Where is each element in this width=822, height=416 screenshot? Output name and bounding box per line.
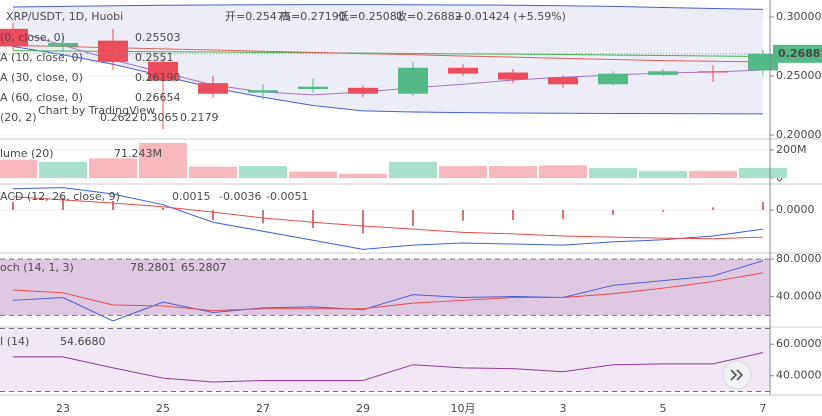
volume-bar — [39, 161, 87, 178]
candle-body — [248, 90, 278, 93]
y-tick-label: 0.0000 — [776, 203, 815, 216]
x-tick-label: 5 — [660, 402, 667, 415]
candle-body — [348, 87, 378, 94]
y-tick-label: 60.0000 — [776, 337, 822, 350]
y-tick-label: 0.20000 — [776, 128, 822, 141]
legend-value: 0.3065 — [140, 111, 179, 124]
volume-bar — [339, 173, 387, 178]
panel-label: och (14, 1, 3) — [0, 261, 74, 274]
y-tick-label: 0.25000 — [776, 69, 822, 82]
volume-bar — [589, 168, 637, 178]
indicator-line — [12, 260, 764, 322]
indicator-value: -0.0051 — [266, 190, 308, 203]
x-tick-label: 3 — [560, 402, 567, 415]
scroll-icon[interactable] — [730, 369, 744, 381]
candle-body — [0, 28, 28, 47]
ohlc-text: +0.01424 (+5.59%) — [455, 10, 566, 23]
band-fill — [0, 259, 770, 316]
overlay-line — [12, 4, 764, 10]
candle-body — [448, 67, 478, 74]
last-price-tag — [773, 44, 822, 63]
volume-bar — [739, 167, 787, 178]
indicator-line — [13, 352, 764, 383]
overlay-line — [12, 29, 764, 96]
chart-title: XRP/USDT, 1D, Huobi — [6, 10, 123, 23]
legend-label: A (30, close, 0) — [0, 71, 83, 84]
x-tick-label: 7 — [760, 402, 767, 415]
overlay-line — [12, 50, 764, 58]
volume-bar — [0, 159, 37, 178]
volume-bar — [139, 142, 187, 178]
candle-body — [598, 73, 628, 85]
x-tick-label: 23 — [56, 402, 70, 415]
candle-body — [698, 71, 728, 73]
candle-body — [198, 83, 228, 94]
last-price-label: 0.26882 — [778, 47, 822, 60]
candle-body — [548, 77, 578, 85]
candle-body — [398, 67, 428, 94]
volume-bar — [189, 166, 237, 178]
indicator-value: 78.2801 — [130, 261, 176, 274]
volume-bar — [639, 170, 687, 178]
y-tick-label: 40.0000 — [776, 290, 822, 303]
overlay-line — [12, 46, 764, 115]
volume-bar — [289, 171, 337, 178]
x-tick-label: 27 — [256, 402, 270, 415]
candle-body — [648, 71, 678, 75]
legend-value: 0.26190 — [135, 71, 181, 84]
legend-label: A (10, close, 0) — [0, 51, 83, 64]
ohlc-text: 低=0.25081 — [338, 10, 404, 23]
candle-body — [48, 42, 78, 47]
legend-value: 0.2179 — [180, 111, 219, 124]
panel-label: lume (20) — [0, 147, 54, 160]
volume-bar — [689, 170, 737, 178]
y-tick-label: 40.0000 — [776, 369, 822, 382]
legend-label: (20, 2) — [0, 111, 37, 124]
y-tick-label: 200M — [776, 143, 807, 156]
panel-label: ACD (12, 26, close, 9) — [0, 190, 120, 203]
volume-bar — [89, 158, 137, 178]
volume-bar — [539, 165, 587, 178]
indicator-line — [12, 187, 764, 250]
watermark: Chart by TradingView — [38, 104, 155, 117]
panel-label: I (14) — [0, 335, 29, 348]
volume-bar — [389, 161, 437, 178]
candle-body — [498, 72, 528, 80]
value-label: 71.243M — [114, 147, 162, 160]
band-fill — [13, 4, 763, 114]
x-tick-label: 25 — [156, 402, 170, 415]
volume-bar — [439, 166, 487, 178]
x-tick-label: 29 — [356, 402, 370, 415]
indicator-value: 65.2807 — [181, 261, 227, 274]
indicator-value: 0.0015 — [172, 190, 211, 203]
band-fill — [0, 328, 770, 392]
x-tick-label: 10月 — [451, 402, 476, 415]
candle-body — [298, 86, 328, 90]
ohlc-text: 高=0.27190 — [280, 9, 346, 23]
volume-bar — [489, 166, 537, 178]
indicator-value: 54.6680 — [60, 335, 106, 348]
candle-body — [98, 40, 128, 62]
legend-label: A (60, close, 0) — [0, 91, 83, 104]
indicator-line — [12, 196, 764, 240]
legend-value: 0.25503 — [135, 31, 181, 44]
legend-value: 0.2551 — [135, 51, 174, 64]
indicator-line — [12, 272, 764, 312]
y-tick-label: 80.0000 — [776, 252, 822, 265]
candle-body — [148, 61, 178, 81]
legend-value: 0.2622 — [100, 111, 139, 124]
legend-value: 0.26654 — [135, 91, 181, 104]
ohlc-text: 收=0.26882 — [396, 9, 462, 23]
volume-bar — [239, 166, 287, 178]
legend-label: (0, close, 0) — [0, 31, 65, 44]
ohlc-text: 开=0.25475 — [225, 10, 291, 23]
y-tick-label: 0.30000 — [776, 10, 822, 23]
indicator-value: -0.0036 — [219, 190, 261, 203]
